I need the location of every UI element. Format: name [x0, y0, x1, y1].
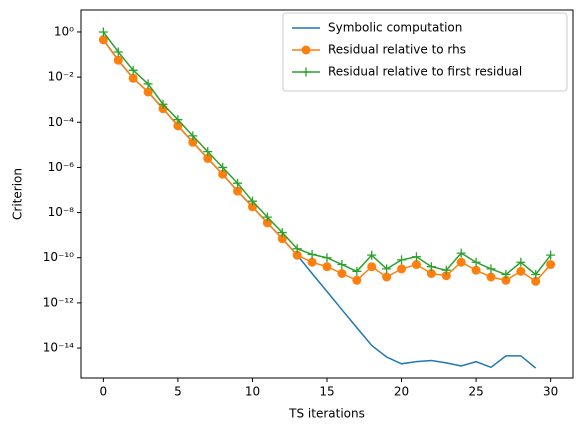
legend-label: Residual relative to rhs	[328, 43, 466, 57]
marker	[367, 262, 377, 272]
marker	[203, 153, 213, 163]
marker	[188, 131, 198, 141]
marker	[456, 257, 466, 267]
y-tick-label: 10⁻¹⁰	[43, 250, 74, 264]
marker	[307, 257, 317, 267]
marker	[441, 271, 451, 281]
marker	[307, 249, 317, 259]
marker	[501, 275, 511, 285]
marker	[233, 178, 243, 188]
marker	[322, 253, 332, 263]
marker	[128, 73, 138, 83]
marker	[337, 260, 347, 270]
y-tick-label: 10⁻¹²	[43, 295, 74, 309]
marker	[322, 262, 332, 272]
marker	[426, 269, 436, 279]
marker	[352, 266, 362, 276]
marker	[188, 137, 198, 147]
marker	[113, 47, 123, 57]
x-tick-label: 20	[394, 385, 409, 399]
marker	[98, 35, 108, 45]
marker	[397, 255, 407, 265]
marker	[486, 264, 496, 274]
x-tick-label: 25	[468, 385, 483, 399]
y-tick-label: 10⁻²	[48, 70, 75, 84]
marker	[113, 55, 123, 65]
legend: Symbolic computation Residual relative to…	[282, 12, 568, 92]
marker	[143, 79, 153, 89]
y-tick-label: 10⁰	[54, 24, 74, 38]
marker	[441, 265, 451, 275]
x-axis-label: TS iterations	[288, 407, 365, 421]
y-tick-label: 10⁻⁶	[48, 160, 75, 174]
marker	[262, 218, 272, 228]
y-axis-label: Criterion	[11, 168, 25, 220]
marker	[158, 99, 168, 109]
y-tick-label: 10⁻¹⁴	[43, 341, 74, 355]
x-tick-label: 10	[245, 385, 260, 399]
marker	[128, 65, 138, 75]
marker	[352, 275, 362, 285]
marker	[382, 264, 392, 274]
marker	[411, 252, 421, 262]
marker	[471, 257, 481, 267]
marker	[301, 67, 311, 77]
marker	[218, 162, 228, 172]
marker	[292, 244, 302, 254]
marker	[277, 228, 287, 238]
legend-label: Residual relative to first residual	[328, 65, 522, 79]
marker	[382, 272, 392, 282]
marker	[456, 248, 466, 258]
marker	[367, 250, 377, 260]
marker	[516, 266, 526, 276]
marker	[247, 196, 257, 206]
marker	[501, 270, 511, 280]
marker	[531, 270, 541, 280]
marker	[143, 87, 153, 97]
marker	[218, 169, 228, 179]
marker	[277, 234, 287, 244]
marker	[292, 250, 302, 260]
marker	[546, 260, 556, 270]
marker	[486, 272, 496, 282]
marker	[173, 115, 183, 125]
x-tick-label: 30	[543, 385, 558, 399]
marker	[516, 257, 526, 267]
x-tick-label: 0	[100, 385, 108, 399]
marker	[301, 45, 311, 55]
marker	[233, 186, 243, 196]
marker	[173, 121, 183, 131]
y-tick-label: 10⁻⁸	[48, 205, 75, 219]
marker	[471, 265, 481, 275]
marker	[546, 250, 556, 260]
x-tick-label: 5	[174, 385, 182, 399]
x-tick-label: 15	[319, 385, 334, 399]
marker	[397, 264, 407, 274]
marker	[531, 276, 541, 286]
marker	[262, 212, 272, 222]
marker	[337, 269, 347, 279]
legend-box	[282, 12, 568, 92]
marker	[411, 260, 421, 270]
legend-label: Symbolic computation	[328, 21, 462, 35]
y-tick-label: 10⁻⁴	[48, 115, 75, 129]
marker	[203, 147, 213, 157]
marker	[426, 262, 436, 272]
marker	[98, 27, 108, 37]
